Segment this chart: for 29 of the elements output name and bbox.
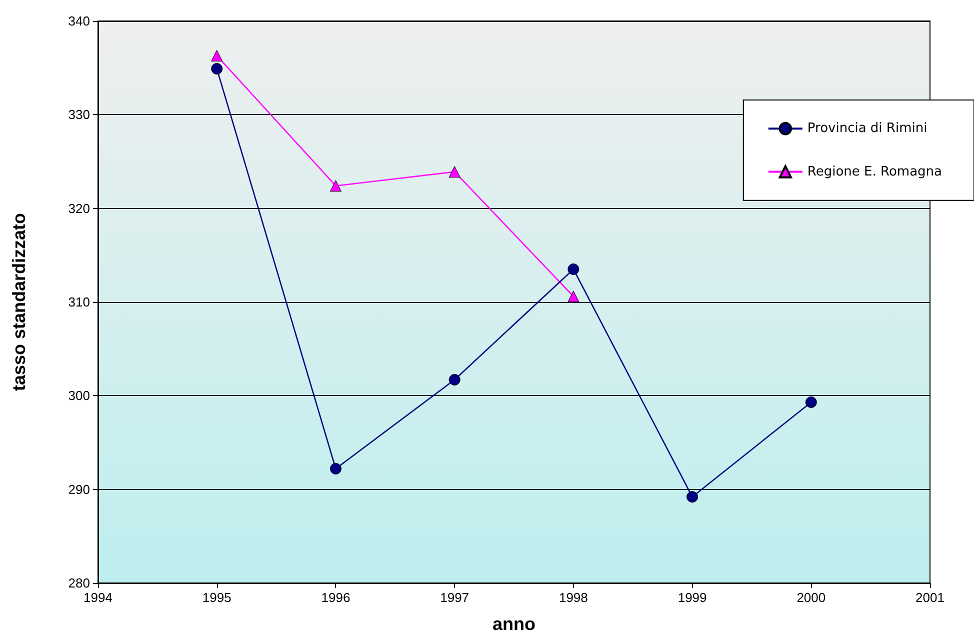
- point: [805, 396, 817, 408]
- x-axis-title: anno: [492, 614, 536, 634]
- y-tick-label: 340: [68, 14, 90, 28]
- y-tick-label: 280: [68, 576, 90, 590]
- legend-label: Provincia di Rimini: [807, 121, 928, 136]
- y-tick-label: 320: [68, 200, 90, 216]
- y-tick-label: 290: [68, 482, 90, 497]
- x-tick-label: 1994: [84, 590, 112, 605]
- x-tick-label: 1996: [321, 590, 350, 605]
- point: [568, 263, 580, 275]
- legend-label: Regione E. Romagna: [807, 164, 942, 180]
- y-tick-label: 300: [68, 388, 90, 404]
- x-tick-label: 1995: [202, 590, 232, 605]
- y-tick-label: 330: [68, 107, 90, 122]
- point: [330, 180, 342, 192]
- y-axis-title: tasso standardizzato: [9, 212, 29, 392]
- point: [330, 462, 342, 474]
- point: [568, 290, 580, 302]
- point: [211, 63, 223, 75]
- point: [448, 374, 460, 386]
- x-tick-label: 1999: [678, 590, 707, 605]
- point: [211, 50, 223, 62]
- x-tick-label: 2001: [916, 590, 944, 605]
- point: [686, 491, 698, 503]
- point: [448, 166, 460, 178]
- x-tick-label: 1997: [440, 590, 470, 605]
- y-tick-label: 310: [68, 294, 90, 310]
- x-tick-label: 2000: [796, 590, 826, 605]
- x-tick-label: 1998: [558, 590, 588, 605]
